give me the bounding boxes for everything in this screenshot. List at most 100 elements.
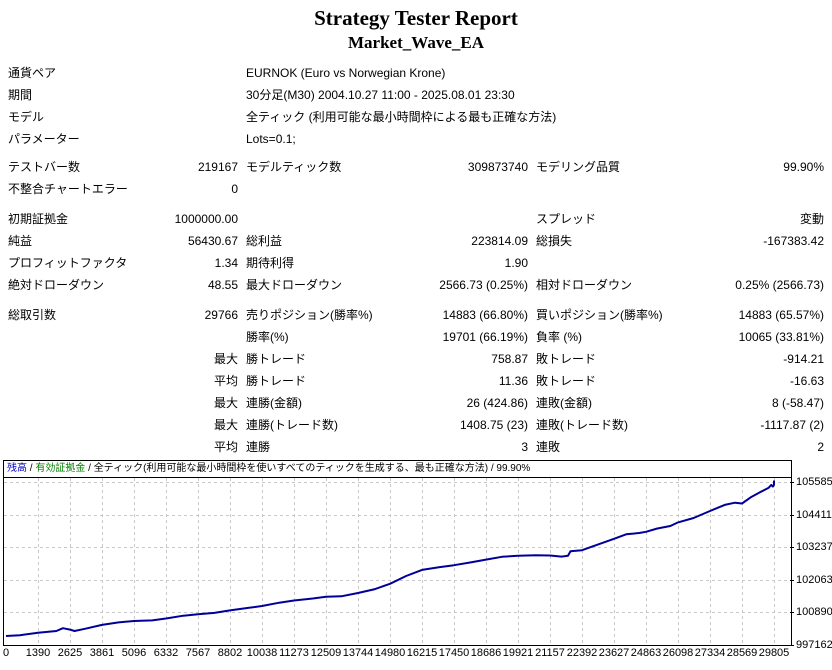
stat-value: 219167 (197, 160, 238, 174)
stat-label: 連勝(金額) (246, 396, 302, 410)
y-axis-label: 1008901 (796, 606, 832, 618)
stat-value: 0.25% (2566.73) (735, 278, 824, 292)
stat-label: 敗トレード (536, 352, 597, 366)
stat-label (8, 414, 158, 436)
stat-value (406, 178, 528, 200)
y-tick (790, 580, 794, 581)
table-row: 平均 勝トレード 11.36 敗トレード -16.63 (8, 370, 824, 392)
stat-label: 純益 (8, 234, 33, 248)
stat-label: 敗トレード (536, 374, 597, 388)
stat-value (406, 208, 528, 230)
stat-value: 26 (424.86) (466, 396, 528, 410)
table-row: 総取引数 29766 売りポジション(勝率%) 14883 (66.80%) 買いポジシ… (8, 304, 824, 326)
stat-value (158, 84, 238, 106)
balance-curve-svg (4, 478, 791, 645)
stat-label: スプレッド (536, 212, 597, 226)
spacer (238, 156, 246, 178)
stat-value: 平均 (213, 374, 238, 388)
y-axis-label: 1020639 (796, 574, 832, 586)
x-axis-label: 7567 (185, 647, 211, 659)
stat-label (536, 252, 686, 274)
stat-label (8, 436, 158, 458)
spacer (238, 414, 246, 436)
legend-item: / (85, 463, 94, 474)
spacer (238, 230, 246, 252)
stat-value: 平均 (213, 440, 238, 454)
stat-label: モデリング品質 (536, 160, 621, 174)
spacer (528, 326, 536, 348)
spacer (528, 392, 536, 414)
spacer (238, 62, 246, 84)
table-row: 期間 30分足(M30) 2004.10.27 11:00 - 2025.08.0… (8, 84, 824, 106)
stat-value (158, 106, 238, 128)
spacer (238, 304, 246, 326)
stat-label: 総取引数 (8, 308, 57, 322)
y-axis-label: 1044116 (796, 509, 832, 521)
spacer (238, 208, 246, 230)
table-row: 初期証拠金 1000000.00 スプレッド 変動 (8, 208, 824, 230)
stat-label: 買いポジション(勝率%) (536, 308, 663, 322)
stat-label: 連敗(金額) (536, 396, 592, 410)
spacer (238, 436, 246, 458)
stat-label: テストバー数 (8, 160, 81, 174)
stat-label: 総利益 (246, 234, 283, 248)
stat-label: 期間 (8, 88, 33, 102)
x-axis-labels: 0 1390 2625 3861 5096 6332 7567 8802 10038 11273 1… (0, 647, 832, 661)
spacer (528, 208, 536, 230)
stat-label: 連勝(トレード数) (246, 418, 338, 432)
spacer (528, 348, 536, 370)
stat-label: モデル (8, 110, 45, 124)
table-row: 最大 連勝(トレード数) 1408.75 (23) 連敗(トレード数) -1117.87… (8, 414, 824, 436)
y-axis-label: 1055855 (796, 476, 832, 488)
table-row: 平均 連勝 3 連敗 2 (8, 436, 824, 458)
stat-value: 758.87 (491, 352, 528, 366)
x-axis-label: 17450 (438, 647, 470, 659)
stat-label (246, 208, 406, 230)
stat-label: 最大ドローダウン (246, 278, 343, 292)
stat-label: 勝トレード (246, 352, 307, 366)
spacer (528, 156, 536, 178)
table-row: モデル 全ティック (利用可能な最小時間枠による最も正確な方法) (8, 106, 824, 128)
y-tick (790, 547, 794, 548)
stat-value: -914.21 (783, 352, 824, 366)
stat-value: -16.63 (789, 374, 824, 388)
x-axis-label: 21157 (535, 647, 565, 659)
x-axis-label: 19921 (502, 647, 534, 659)
x-axis-label: 14980 (374, 647, 406, 659)
stat-value (158, 62, 238, 84)
spacer (528, 274, 536, 296)
stat-label (246, 178, 406, 200)
table-row: 最大 連勝(金額) 26 (424.86) 連敗(金額) 8 (-58.47) (8, 392, 824, 414)
table-row: 最大 勝トレード 758.87 敗トレード -914.21 (8, 348, 824, 370)
stat-label: モデルティック数 (246, 160, 342, 174)
stat-value (158, 326, 238, 348)
spacer (238, 348, 246, 370)
stat-value: 最大 (213, 352, 238, 366)
stat-value: 14883 (65.57%) (738, 308, 824, 322)
strategy-tester-report: Strategy Tester Report Market_Wave_EA 通貨… (0, 6, 832, 661)
x-axis-label: 18686 (470, 647, 502, 659)
x-axis-label: 11273 (279, 647, 309, 659)
stat-value: 99.90% (783, 160, 824, 174)
x-axis-label: 16215 (406, 647, 438, 659)
x-axis-label: 13744 (342, 647, 374, 659)
y-axis-label: 997162 (796, 639, 832, 651)
stat-label (8, 348, 158, 370)
x-axis-label: 12509 (310, 647, 342, 659)
stat-value: 1000000.00 (174, 212, 238, 226)
stat-value: EURNOK (Euro vs Norwegian Krone) (246, 66, 446, 80)
stat-label: 連敗 (536, 440, 561, 454)
x-axis-label: 8802 (217, 647, 243, 659)
stat-label: 相対ドローダウン (536, 278, 633, 292)
stat-value: 8 (-58.47) (771, 396, 824, 410)
stat-label: 通貨ペア (8, 66, 57, 80)
y-tick (790, 645, 794, 646)
stat-value: 0 (231, 182, 238, 196)
chart-plot (4, 478, 791, 645)
stat-value: 11.36 (498, 374, 528, 388)
balance-line (5, 480, 775, 637)
x-axis-label: 26098 (662, 647, 694, 659)
spacer (528, 370, 536, 392)
stat-value (158, 128, 238, 150)
stat-value: -167383.42 (763, 234, 824, 248)
